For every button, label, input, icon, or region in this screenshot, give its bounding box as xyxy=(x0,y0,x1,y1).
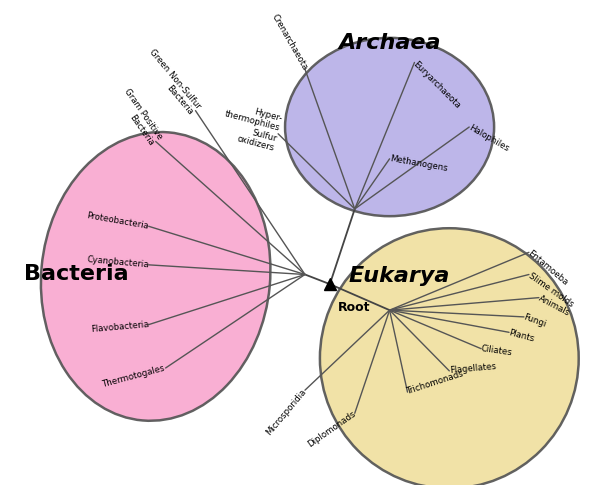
Text: Entamoeba: Entamoeba xyxy=(526,249,569,288)
Text: Crenarchaeota: Crenarchaeota xyxy=(269,12,309,71)
Text: Root: Root xyxy=(338,301,370,314)
Ellipse shape xyxy=(320,228,579,486)
Text: Hyper-
thermophiles
Sulfur
oxidizers: Hyper- thermophiles Sulfur oxidizers xyxy=(218,100,283,153)
Text: Ciliates: Ciliates xyxy=(481,344,513,358)
Text: Cyanobacteria: Cyanobacteria xyxy=(86,255,149,269)
Text: Fungi: Fungi xyxy=(523,312,547,329)
Text: Methanogens: Methanogens xyxy=(389,155,448,174)
Text: Slime molds: Slime molds xyxy=(526,271,575,309)
Text: Bacteria: Bacteria xyxy=(24,264,128,284)
Text: Trichomonads: Trichomonads xyxy=(406,369,466,397)
Text: Eukarya: Eukarya xyxy=(349,266,450,286)
Text: Thermotogales: Thermotogales xyxy=(102,364,167,389)
Text: Microsporidia: Microsporidia xyxy=(265,387,308,437)
Text: Proteobacteria: Proteobacteria xyxy=(86,211,149,231)
Ellipse shape xyxy=(41,132,271,421)
Text: Plants: Plants xyxy=(508,328,535,344)
Text: Euryarchaeota: Euryarchaeota xyxy=(411,59,462,110)
Text: Archaea: Archaea xyxy=(338,33,441,53)
Text: Flavobacteria: Flavobacteria xyxy=(90,320,149,334)
Ellipse shape xyxy=(285,38,494,216)
Text: Flagellates: Flagellates xyxy=(449,363,496,375)
Text: Animals: Animals xyxy=(537,294,571,318)
Text: Halophiles: Halophiles xyxy=(467,123,511,154)
Text: Gram Positive
Bacteria: Gram Positive Bacteria xyxy=(113,87,164,147)
Text: Green Non-Sulfur
Bacteria: Green Non-Sulfur Bacteria xyxy=(140,47,203,117)
Text: Diplomonads: Diplomonads xyxy=(306,410,358,450)
